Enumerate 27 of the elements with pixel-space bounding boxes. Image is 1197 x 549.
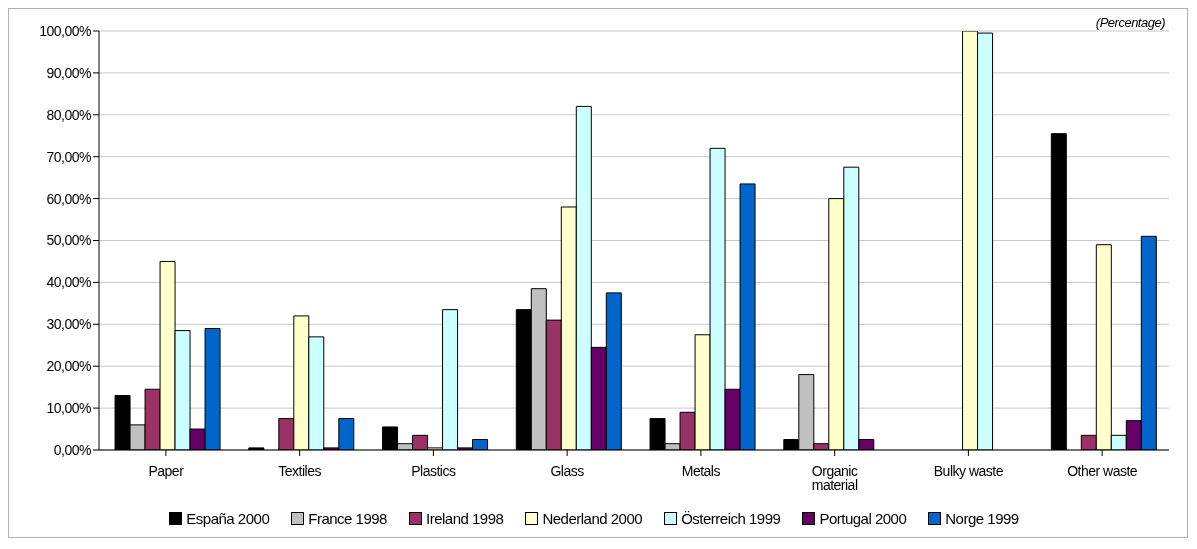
legend-label: Österreich 1999 — [681, 510, 781, 527]
y-tick-label: 80,00% — [46, 106, 92, 123]
y-tick-label: 100,00% — [39, 22, 92, 39]
legend-label: Nederland 2000 — [542, 510, 643, 527]
y-tick-label: 10,00% — [46, 400, 92, 417]
y-tick-label: 20,00% — [46, 358, 92, 375]
legend-label: Ireland 1998 — [425, 510, 504, 527]
y-tick-label: 30,00% — [46, 316, 92, 333]
y-tick-label: 50,00% — [46, 232, 92, 249]
x-tick-label: Other waste — [1067, 462, 1138, 479]
y-tick-label: 90,00% — [46, 64, 92, 81]
legend-label: Norge 1999 — [945, 510, 1019, 527]
y-tick-label: 60,00% — [46, 190, 92, 207]
x-tick-label: Textiles — [278, 462, 322, 479]
x-tick-label: Metals — [681, 462, 721, 479]
x-tick-label: Paper — [148, 462, 185, 479]
text: (Percentage) — [1095, 15, 1165, 30]
y-tick-label: 0,00% — [53, 441, 92, 458]
x-tick-label: Organic material — [811, 462, 858, 493]
x-tick-label: Glass — [550, 462, 585, 479]
legend-label: España 2000 — [186, 510, 270, 527]
x-tick-label: Bulky waste — [933, 462, 1004, 479]
legend-label: France 1998 — [308, 510, 387, 527]
y-tick-label: 40,00% — [46, 274, 92, 291]
legend-label: Portugal 2000 — [819, 510, 907, 527]
x-tick-label: Plastics — [411, 462, 456, 479]
y-tick-label: 70,00% — [46, 148, 92, 165]
